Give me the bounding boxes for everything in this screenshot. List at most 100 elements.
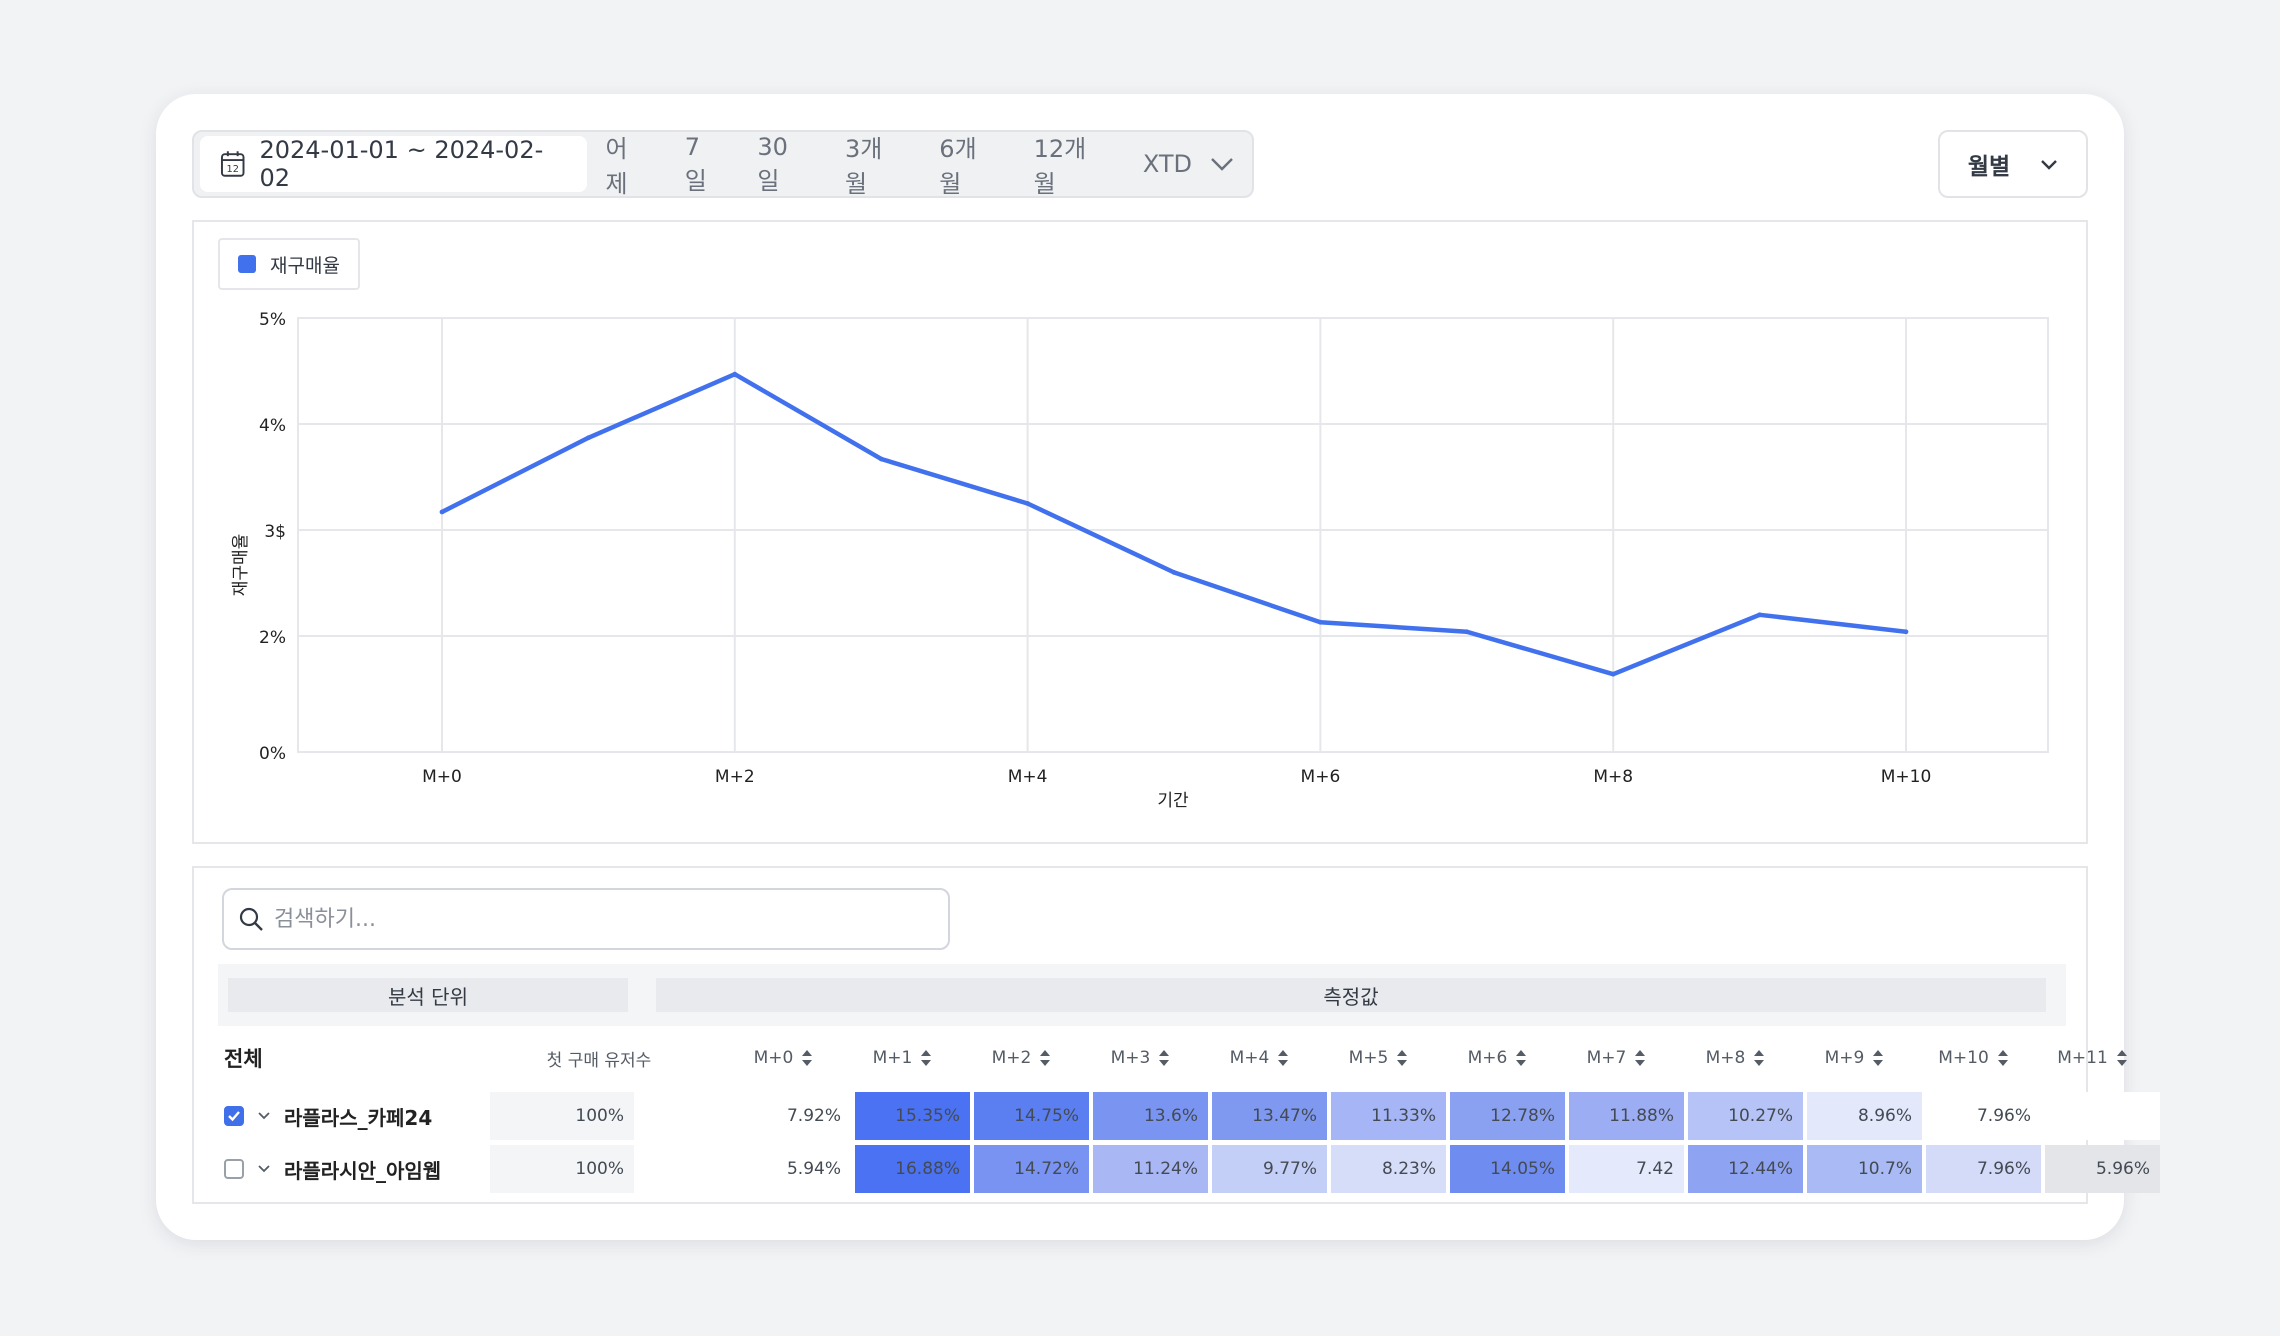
- table-cell: 9.77%: [1212, 1145, 1327, 1193]
- range-3-months[interactable]: 3개월: [845, 135, 883, 198]
- table-row-label: 라플라시안_아임웹: [224, 1145, 441, 1193]
- date-range-bar: 12 2024-01-01 ~ 2024-02-02 어제 7일 30일 3개월…: [192, 130, 1254, 198]
- sort-icon: [1516, 1050, 1527, 1066]
- sort-icon: [1873, 1050, 1884, 1066]
- column-header[interactable]: M+1: [835, 1040, 970, 1076]
- row-name: 라플라시안_아임웹: [284, 1158, 442, 1183]
- table-cell: 15.35%: [855, 1092, 970, 1140]
- table-cell: 5.94%: [736, 1145, 851, 1193]
- table-cell: 7.96%: [1926, 1092, 2041, 1140]
- chevron-down-icon: [2041, 159, 2058, 170]
- column-header-label: M+8: [1705, 1048, 1746, 1068]
- sort-icon: [1397, 1050, 1408, 1066]
- table-cell: 14.75%: [974, 1092, 1089, 1140]
- chevron-down-icon[interactable]: [258, 1165, 270, 1173]
- sort-icon: [921, 1050, 932, 1066]
- table-cell: 11.88%: [1569, 1092, 1684, 1140]
- data-point: [586, 435, 591, 441]
- y-tick-label: 0%: [259, 744, 286, 764]
- table-cell: 7.96%: [1926, 1145, 2041, 1193]
- column-header[interactable]: M+3: [1073, 1040, 1208, 1076]
- range-7-days[interactable]: 7일: [684, 132, 707, 195]
- legend-swatch: [238, 255, 256, 273]
- chevron-down-icon: [1211, 158, 1233, 171]
- column-header[interactable]: M+0: [716, 1040, 851, 1076]
- plot-area: [297, 317, 2049, 753]
- data-point: [1025, 501, 1030, 506]
- column-header[interactable]: M+4: [1192, 1040, 1327, 1076]
- table-cell: 14.05%: [1450, 1145, 1565, 1193]
- table-cell: 8.96%: [1807, 1092, 1922, 1140]
- y-tick-label: 3$: [264, 522, 286, 542]
- sort-icon: [2116, 1050, 2127, 1066]
- table-cell: 5.96%: [2045, 1145, 2160, 1193]
- column-header-label: M+6: [1467, 1048, 1508, 1068]
- table-cell: [2045, 1092, 2160, 1140]
- chevron-down-icon[interactable]: [258, 1112, 270, 1120]
- x-tick-label: M+6: [1301, 767, 1341, 787]
- column-header-label: M+9: [1824, 1048, 1865, 1068]
- table-row-label: 라플라스_카페24: [224, 1092, 432, 1140]
- row-checkbox[interactable]: [224, 1106, 244, 1126]
- column-header-label: M+10: [1938, 1048, 1989, 1068]
- table-cell: 12.78%: [1450, 1092, 1565, 1140]
- sort-icon: [1040, 1050, 1051, 1066]
- legend-label: 재구매율: [270, 254, 340, 277]
- table-cell: 13.6%: [1093, 1092, 1208, 1140]
- column-header-label: M+5: [1348, 1048, 1389, 1068]
- range-6-months[interactable]: 6개월: [939, 135, 977, 198]
- y-tick-label: 2%: [259, 628, 286, 648]
- dimension-group-header: 분석 단위: [228, 978, 628, 1012]
- x-tick-label: M+4: [1008, 767, 1048, 787]
- row-checkbox[interactable]: [224, 1159, 244, 1179]
- column-header[interactable]: M+8: [1668, 1040, 1803, 1076]
- column-header[interactable]: M+6: [1430, 1040, 1565, 1076]
- y-tick-label: 5%: [259, 310, 286, 330]
- chart-legend[interactable]: 재구매율: [218, 238, 360, 290]
- column-header[interactable]: M+10: [1906, 1040, 2041, 1076]
- table-cell: 16.88%: [855, 1145, 970, 1193]
- sort-icon: [1278, 1050, 1289, 1066]
- y-tick-label: 4%: [259, 416, 286, 436]
- column-header-label: M+1: [872, 1048, 913, 1068]
- column-header[interactable]: M+2: [954, 1040, 1089, 1076]
- line-chart: 0% 2% 3$ 4% 5% M+0 M+2 M+4 M+6 M+8 M+10 기간 재구매율: [231, 310, 2049, 811]
- data-point: [1318, 619, 1323, 625]
- column-header[interactable]: M+7: [1549, 1040, 1684, 1076]
- period-select[interactable]: 월별: [1938, 130, 2088, 198]
- data-point: [732, 371, 738, 377]
- data-point: [1464, 629, 1470, 635]
- calendar-icon: 12: [220, 151, 245, 177]
- table-cell: 10.27%: [1688, 1092, 1803, 1140]
- column-header[interactable]: M+5: [1311, 1040, 1446, 1076]
- range-30-days[interactable]: 30일: [757, 132, 788, 195]
- first-buyer-cell: 100%: [490, 1145, 634, 1193]
- dashboard-card: 12 2024-01-01 ~ 2024-02-02 어제 7일 30일 3개월…: [156, 94, 2160, 1240]
- range-yesterday[interactable]: 어제: [605, 135, 628, 198]
- range-12-months[interactable]: 12개월: [1033, 135, 1087, 198]
- table-cell: 11.24%: [1093, 1145, 1208, 1193]
- column-header-label: M+3: [1110, 1048, 1151, 1068]
- date-range-picker[interactable]: 12 2024-01-01 ~ 2024-02-02: [200, 136, 588, 192]
- data-point: [1903, 629, 1909, 635]
- column-header[interactable]: M+9: [1787, 1040, 1922, 1076]
- table-header-band: 분석 단위 측정값: [218, 964, 2066, 1026]
- sort-icon: [802, 1050, 813, 1066]
- column-header[interactable]: M+11: [2025, 1040, 2160, 1076]
- data-point: [439, 509, 445, 515]
- data-point: [1171, 570, 1177, 575]
- row-name: 라플라스_카페24: [284, 1105, 433, 1130]
- sort-icon: [1997, 1050, 2008, 1066]
- x-tick-label: M+8: [1593, 767, 1633, 787]
- sort-icon: [1159, 1050, 1170, 1066]
- column-header-label: M+11: [2057, 1048, 2108, 1068]
- table-cell: 11.33%: [1331, 1092, 1446, 1140]
- series-line: [440, 371, 1907, 677]
- column-header-label: M+4: [1229, 1048, 1270, 1068]
- range-xtd-dropdown[interactable]: XTD: [1125, 136, 1252, 192]
- column-header-label: M+2: [991, 1048, 1032, 1068]
- x-axis-label: 기간: [1157, 791, 1189, 811]
- x-tick-label: M+0: [422, 767, 462, 787]
- search-input[interactable]: [274, 906, 914, 932]
- x-tick-label: M+2: [715, 767, 755, 787]
